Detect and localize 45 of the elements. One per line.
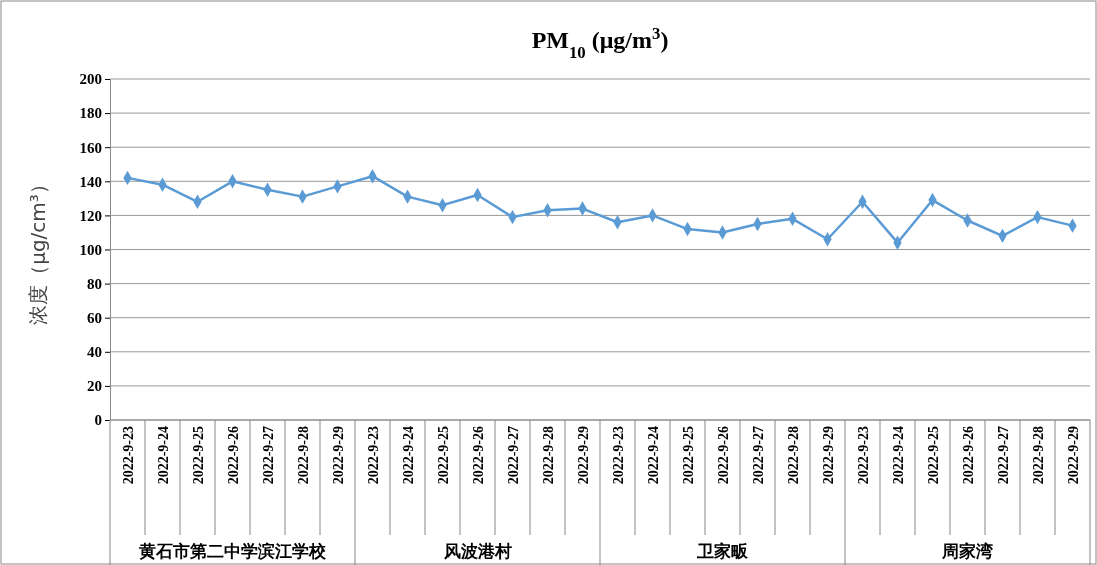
x-tick-label: 2022-9-23 [120,426,136,485]
text: 周家湾 [941,541,993,561]
x-tick-label: 2022-9-26 [960,426,976,485]
x-tick-label: 2022-9-24 [645,426,661,485]
y-tick-label: 160 [79,139,102,156]
chart-title: PM$_{10}$ (μg/m$^{3}$) [531,23,669,62]
x-tick-label: 2022-9-23 [610,426,626,485]
x-tick-label: 2022-9-28 [540,426,556,485]
y-tick-label: 100 [79,241,102,258]
y-tick-label: 60 [87,310,102,326]
x-tick-label: 2022-9-24 [155,426,171,485]
x-tick-label: 2022-9-27 [260,426,276,485]
x-tick-label: 2022-9-23 [855,426,871,485]
x-tick-label: 2022-9-26 [470,426,486,485]
x-tick-label: 2022-9-24 [890,426,906,485]
y-tick-label: 40 [87,344,102,361]
y-tick-label: 80 [87,275,102,292]
x-tick-label: 2022-9-28 [1030,426,1046,485]
x-tick-label: 2022-9-26 [225,426,241,485]
y-tick-label: 0 [94,412,102,429]
y-tick-label: 20 [87,378,102,395]
y-axis-title: 浓度（μg/cm³） [26,174,50,325]
x-tick-label: 2022-9-29 [330,426,346,485]
y-tick-label: 120 [79,207,102,224]
x-tick-label: 2022-9-29 [1065,426,1081,485]
text: 黄石市第二中学滨江学校 [138,541,327,561]
x-tick-label: 2022-9-28 [295,426,311,485]
x-tick-label: 2022-9-25 [680,426,696,485]
y-tick-label: 180 [79,105,102,122]
x-tick-label: 2022-9-29 [575,426,591,485]
text: 卫家畈 [696,541,749,561]
x-tick-label: 2022-9-27 [750,426,766,485]
x-tick-label: 2022-9-26 [715,426,731,485]
x-tick-label: 2022-9-23 [365,426,381,485]
x-tick-label: 2022-9-25 [435,426,451,485]
x-tick-label: 2022-9-25 [190,426,206,485]
x-tick-label: 2022-9-24 [400,426,416,485]
text: 风波港村 [442,541,512,561]
x-tick-label: 2022-9-27 [995,426,1011,485]
x-tick-label: 2022-9-28 [785,426,801,485]
y-tick-label: 140 [79,173,102,190]
y-tick-label: 200 [79,71,102,88]
x-tick-label: 2022-9-25 [925,426,941,485]
x-tick-label: 2022-9-29 [820,426,836,485]
x-tick-label: 2022-9-27 [505,426,521,485]
